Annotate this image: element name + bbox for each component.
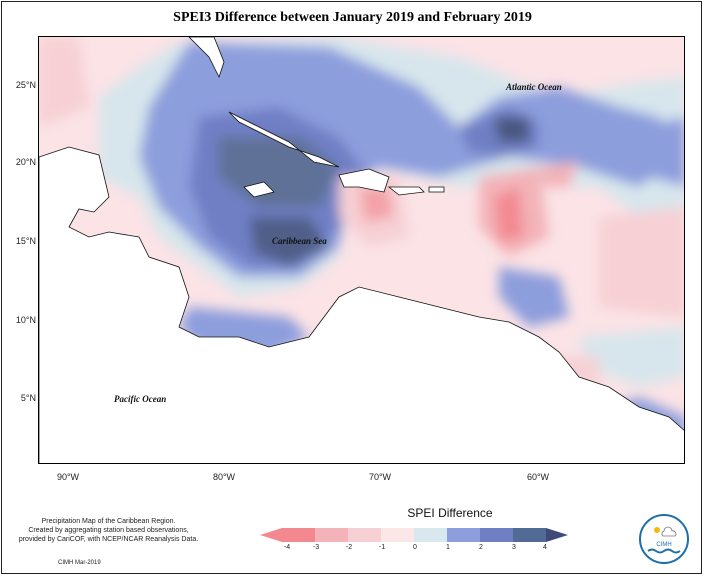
land bbox=[39, 37, 684, 463]
legend-tick: 0 bbox=[413, 544, 417, 551]
legend-swatch bbox=[414, 528, 447, 542]
sun-icon bbox=[654, 527, 660, 533]
lat-label: 15°N bbox=[15, 236, 36, 246]
legend-swatch bbox=[315, 528, 348, 542]
legend-tick: -2 bbox=[345, 544, 353, 551]
credit-text: Precipitation Map of the Caribbean Regio… bbox=[6, 517, 211, 544]
lon-label: 90°W bbox=[56, 472, 80, 482]
lat-label: 20°N bbox=[15, 157, 36, 167]
logo-text: CIMH bbox=[656, 542, 671, 548]
cloud-icon bbox=[661, 526, 677, 537]
lat-label: 25°N bbox=[15, 80, 36, 90]
caribbean-sea-label: Caribbean Sea bbox=[272, 236, 327, 246]
lon-label: 80°W bbox=[212, 472, 236, 482]
legend-tick: 4 bbox=[543, 544, 547, 551]
legend-tick: -3 bbox=[312, 544, 320, 551]
legend-tick: 2 bbox=[479, 544, 483, 551]
credit-line: Created by aggregating station based obs… bbox=[28, 527, 189, 534]
legend-tick: -1 bbox=[378, 544, 386, 551]
legend-swatch bbox=[513, 528, 546, 542]
lon-label: 70°W bbox=[368, 472, 392, 482]
credit-date: CIMH Mar-2019 bbox=[58, 560, 101, 566]
legend-colorbar bbox=[260, 528, 568, 542]
legend-swatch bbox=[480, 528, 513, 542]
legend-tick: 1 bbox=[446, 544, 450, 551]
legend-arrow-left bbox=[260, 528, 282, 542]
pacific-ocean-label: Pacific Ocean bbox=[114, 394, 167, 404]
credit-line: provided by CariCOF, with NCEP/NCAR Rean… bbox=[18, 536, 199, 543]
waves-icon bbox=[647, 548, 681, 554]
legend-arrow-right bbox=[546, 528, 568, 542]
atlantic-ocean-label: Atlantic Ocean bbox=[506, 82, 562, 92]
cimh-logo: CIMH bbox=[639, 514, 689, 564]
legend-tick: 3 bbox=[512, 544, 516, 551]
legend-swatch bbox=[282, 528, 315, 542]
map-canvas bbox=[39, 37, 684, 463]
legend-tick: -4 bbox=[283, 544, 291, 551]
legend-swatch bbox=[348, 528, 381, 542]
legend-swatch bbox=[381, 528, 414, 542]
credit-line: Precipitation Map of the Caribbean Regio… bbox=[41, 518, 176, 525]
lon-label: 60°W bbox=[526, 472, 550, 482]
legend-swatch bbox=[447, 528, 480, 542]
lat-label: 5°N bbox=[20, 393, 36, 403]
map-area bbox=[38, 36, 685, 464]
lat-label: 10°N bbox=[15, 315, 36, 325]
map-title: SPEI3 Difference between January 2019 an… bbox=[173, 10, 532, 25]
legend-title: SPEI Difference bbox=[407, 506, 493, 520]
